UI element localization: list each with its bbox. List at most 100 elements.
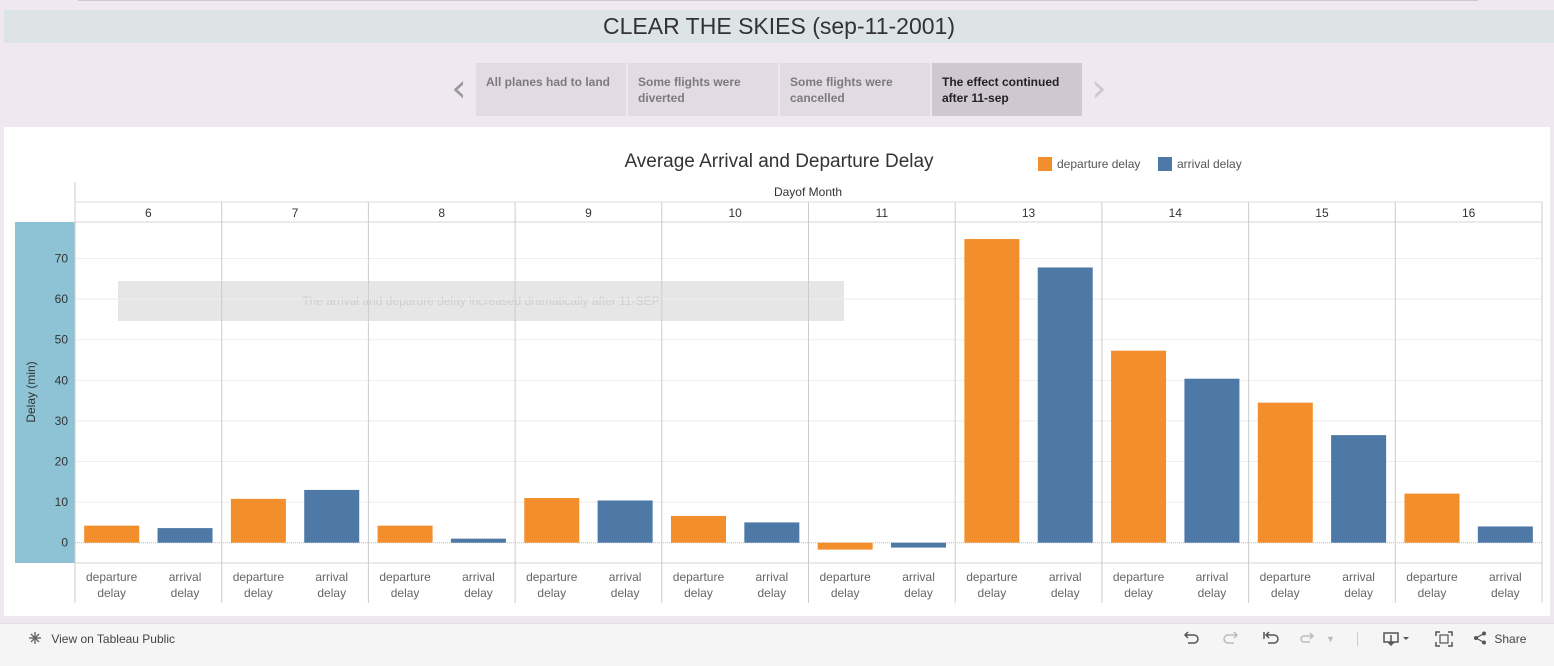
legend-label-departure[interactable]: departure delay: [1057, 157, 1140, 171]
sub-category-label: delay: [611, 586, 640, 600]
annotation-box: [118, 281, 844, 321]
share-icon: [1474, 631, 1486, 645]
y-tick-label: 50: [55, 333, 69, 347]
fullscreen-icon[interactable]: [1435, 631, 1453, 647]
bar-departure-day-14[interactable]: [1111, 350, 1167, 543]
bar-departure-day-10[interactable]: [670, 515, 726, 543]
day-header-9: 9: [585, 206, 592, 220]
sub-category-label: arrival: [755, 570, 788, 584]
sub-category-label: arrival: [1196, 570, 1229, 584]
sub-category-label: arrival: [462, 570, 495, 584]
sub-category-label: delay: [97, 586, 126, 600]
day-header-15: 15: [1315, 206, 1329, 220]
share-button[interactable]: Share: [1473, 631, 1526, 647]
sub-category-label: delay: [904, 586, 933, 600]
view-on-tableau-label: View on Tableau Public: [51, 632, 175, 646]
sub-category-label: delay: [1271, 586, 1300, 600]
sub-category-label: delay: [1124, 586, 1153, 600]
download-icon[interactable]: [1383, 631, 1411, 647]
toolbar-divider: [1357, 632, 1358, 646]
footer-toolbar: View on Tableau Public ▼ Share: [0, 623, 1554, 666]
bar-arrival-day-11[interactable]: [891, 542, 947, 548]
sub-category-label: departure: [526, 570, 578, 584]
y-tick-label: 0: [61, 536, 68, 550]
sub-category-label: delay: [684, 586, 713, 600]
sub-category-label: delay: [317, 586, 346, 600]
day-header-6: 6: [145, 206, 152, 220]
y-tick-label: 30: [55, 414, 69, 428]
y-axis-band: [15, 222, 75, 563]
sub-category-label: arrival: [1049, 570, 1082, 584]
bar-departure-day-11[interactable]: [817, 542, 873, 550]
pause-dropdown-icon[interactable]: ▼: [1326, 634, 1335, 644]
sub-category-label: delay: [464, 586, 493, 600]
bar-arrival-day-8[interactable]: [450, 538, 506, 543]
dashboard-panel: Average Arrival and Departure Delay depa…: [4, 127, 1550, 616]
story-point-3[interactable]: Some flights were cancelled: [780, 63, 930, 116]
sub-category-label: delay: [537, 586, 566, 600]
story-point-2[interactable]: Some flights were diverted: [628, 63, 778, 116]
sub-category-label: delay: [1491, 586, 1520, 600]
bar-arrival-day-6[interactable]: [157, 528, 213, 543]
story-point-4[interactable]: The effect continued after 11-sep: [932, 63, 1082, 116]
sub-category-label: delay: [1198, 586, 1227, 600]
day-header-11: 11: [876, 206, 889, 220]
annotation-text: The arrival and deparure delay increased…: [302, 294, 659, 308]
x-axis-title: Dayof Month: [774, 185, 842, 199]
bar-departure-day-16[interactable]: [1404, 493, 1460, 543]
sub-category-label: delay: [831, 586, 860, 600]
bar-arrival-day-15[interactable]: [1331, 435, 1387, 543]
bar-arrival-day-16[interactable]: [1477, 526, 1533, 543]
sub-category-label: delay: [1344, 586, 1373, 600]
story-next-arrow-icon[interactable]: ›: [1091, 66, 1107, 110]
revert-icon[interactable]: [1262, 631, 1280, 647]
page-title: CLEAR THE SKIES (sep-11-2001): [4, 10, 1554, 43]
bar-arrival-day-10[interactable]: [744, 522, 800, 543]
sub-category-label: delay: [1418, 586, 1447, 600]
sub-category-label: departure: [1113, 570, 1165, 584]
y-axis-title: Delay (min): [24, 361, 38, 422]
y-tick-label: 10: [55, 495, 69, 509]
day-header-7: 7: [292, 206, 299, 220]
legend-swatch-arrival: [1158, 157, 1172, 171]
sub-category-label: delay: [244, 586, 273, 600]
bar-departure-day-15[interactable]: [1257, 402, 1313, 543]
sub-category-label: departure: [819, 570, 871, 584]
bar-departure-day-7[interactable]: [230, 498, 286, 543]
sub-category-label: departure: [379, 570, 431, 584]
sub-category-label: arrival: [609, 570, 642, 584]
undo-icon[interactable]: [1182, 631, 1200, 647]
bar-departure-day-9[interactable]: [524, 498, 580, 543]
bar-arrival-day-14[interactable]: [1184, 378, 1240, 543]
legend-label-arrival[interactable]: arrival delay: [1177, 157, 1242, 171]
bar-departure-day-6[interactable]: [84, 525, 140, 543]
sub-category-label: delay: [1051, 586, 1080, 600]
bar-arrival-day-9[interactable]: [597, 500, 653, 543]
y-tick-label: 70: [55, 252, 69, 266]
y-tick-label: 40: [55, 373, 69, 387]
sub-category-label: departure: [966, 570, 1018, 584]
bar-departure-day-8[interactable]: [377, 525, 433, 543]
sub-category-label: delay: [391, 586, 420, 600]
redo-icon[interactable]: [1222, 631, 1240, 647]
refresh-icon[interactable]: [1298, 631, 1316, 647]
bar-arrival-day-13[interactable]: [1037, 267, 1093, 543]
day-header-16: 16: [1462, 206, 1476, 220]
story-point-1[interactable]: All planes had to land: [476, 63, 626, 116]
tableau-public-link[interactable]: View on Tableau Public: [28, 631, 175, 647]
share-label: Share: [1494, 632, 1527, 646]
sub-category-label: arrival: [1489, 570, 1522, 584]
sub-category-label: arrival: [169, 570, 202, 584]
sub-category-label: delay: [978, 586, 1007, 600]
bar-arrival-day-7[interactable]: [304, 489, 360, 543]
y-tick-label: 60: [55, 292, 69, 306]
sub-category-label: arrival: [315, 570, 348, 584]
day-header-13: 13: [1022, 206, 1036, 220]
sub-category-label: departure: [673, 570, 725, 584]
day-header-8: 8: [438, 206, 445, 220]
delay-chart: Average Arrival and Departure Delay depa…: [15, 151, 1543, 603]
day-header-14: 14: [1169, 206, 1183, 220]
bar-departure-day-13[interactable]: [964, 239, 1020, 543]
sub-category-label: delay: [171, 586, 200, 600]
story-prev-arrow-icon[interactable]: ‹: [451, 66, 467, 110]
